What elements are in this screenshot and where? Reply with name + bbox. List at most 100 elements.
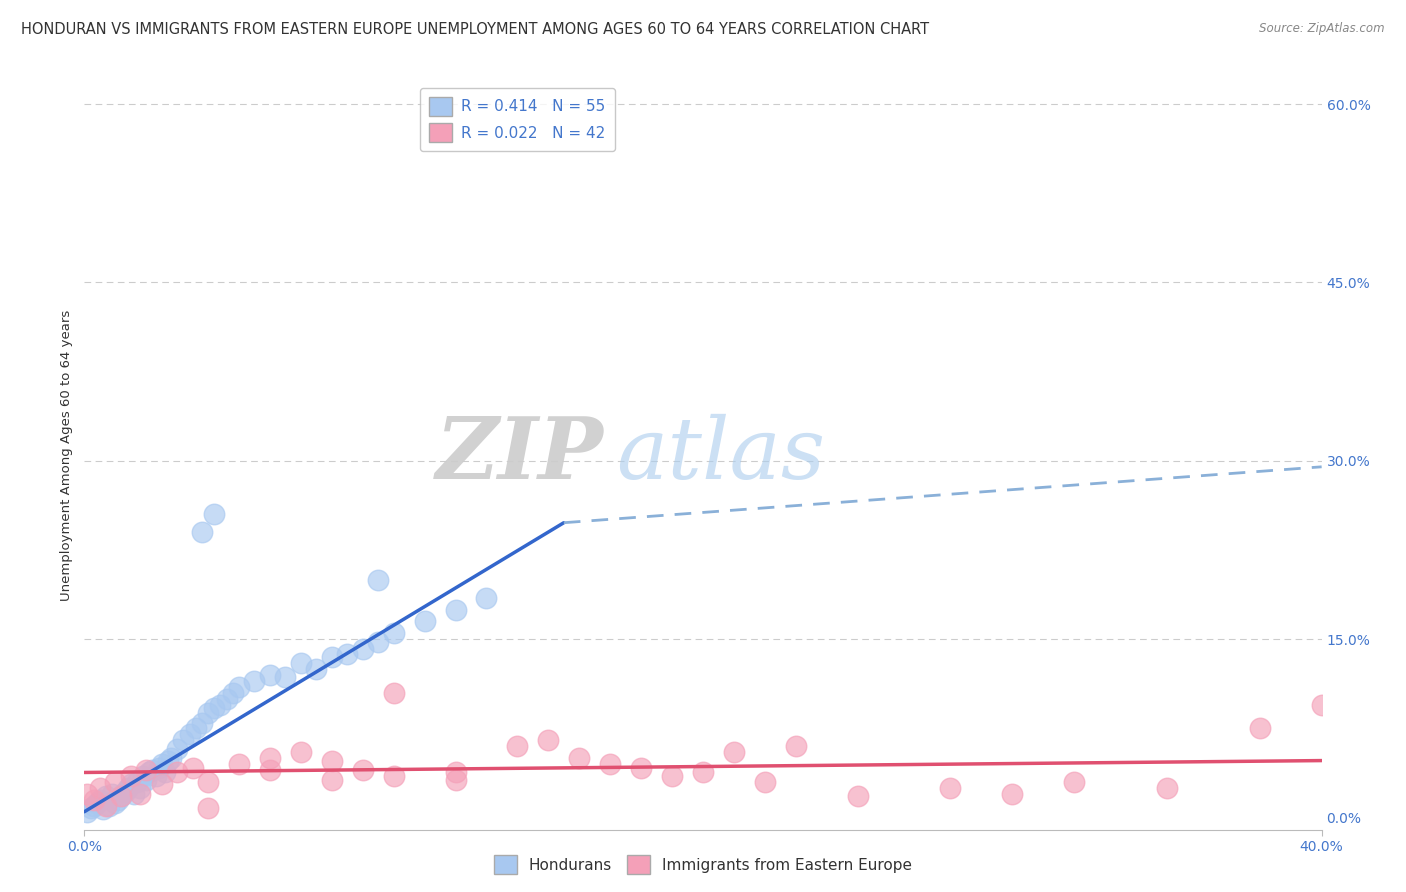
Point: [754, 775, 776, 789]
Point: [305, 662, 328, 676]
Point: [259, 751, 281, 765]
Point: [117, 780, 139, 795]
Point: [104, 775, 127, 789]
Point: [939, 780, 962, 795]
Point: [321, 754, 343, 768]
Point: [228, 757, 250, 772]
Point: [120, 769, 142, 783]
Point: [91, 802, 114, 816]
Point: [209, 698, 232, 712]
Point: [120, 777, 142, 791]
Point: [76, 805, 98, 819]
Point: [89, 780, 111, 795]
Point: [150, 757, 173, 772]
Point: [110, 789, 132, 804]
Point: [153, 765, 176, 780]
Point: [197, 775, 219, 789]
Point: [290, 656, 312, 670]
Text: atlas: atlas: [616, 414, 825, 496]
Point: [150, 777, 173, 791]
Point: [352, 763, 374, 777]
Point: [129, 780, 152, 795]
Point: [568, 751, 591, 765]
Point: [444, 602, 467, 616]
Point: [132, 769, 155, 783]
Text: HONDURAN VS IMMIGRANTS FROM EASTERN EUROPE UNEMPLOYMENT AMONG AGES 60 TO 64 YEAR: HONDURAN VS IMMIGRANTS FROM EASTERN EURO…: [21, 22, 929, 37]
Point: [166, 765, 188, 780]
Point: [129, 787, 152, 801]
Point: [290, 745, 312, 759]
Point: [259, 763, 281, 777]
Legend: R = 0.414   N = 55, R = 0.022   N = 42: R = 0.414 N = 55, R = 0.022 N = 42: [420, 88, 614, 151]
Point: [1001, 787, 1024, 801]
Point: [141, 763, 163, 777]
Point: [661, 769, 683, 783]
Point: [138, 765, 160, 780]
Text: Source: ZipAtlas.com: Source: ZipAtlas.com: [1260, 22, 1385, 36]
Text: ZIP: ZIP: [436, 413, 605, 497]
Point: [336, 647, 359, 661]
Point: [135, 772, 157, 787]
Point: [785, 739, 807, 754]
Point: [197, 801, 219, 815]
Point: [475, 591, 498, 605]
Point: [382, 626, 405, 640]
Point: [145, 769, 167, 783]
Point: [259, 668, 281, 682]
Point: [215, 691, 238, 706]
Point: [86, 797, 108, 811]
Point: [723, 745, 745, 759]
Point: [94, 789, 117, 804]
Point: [135, 763, 157, 777]
Point: [94, 798, 117, 813]
Point: [367, 634, 389, 648]
Point: [98, 798, 121, 813]
Point: [179, 727, 201, 741]
Point: [202, 701, 225, 715]
Point: [197, 706, 219, 720]
Point: [172, 733, 194, 747]
Point: [191, 715, 214, 730]
Point: [148, 761, 170, 775]
Point: [191, 525, 214, 540]
Point: [125, 775, 148, 789]
Point: [537, 733, 560, 747]
Point: [599, 757, 621, 772]
Point: [110, 789, 132, 804]
Point: [89, 793, 111, 807]
Point: [156, 754, 179, 768]
Y-axis label: Unemployment Among Ages 60 to 64 years: Unemployment Among Ages 60 to 64 years: [60, 310, 73, 600]
Point: [630, 761, 652, 775]
Point: [444, 765, 467, 780]
Point: [76, 787, 98, 801]
Legend: Hondurans, Immigrants from Eastern Europe: Hondurans, Immigrants from Eastern Europ…: [488, 849, 918, 880]
Point: [202, 508, 225, 522]
Point: [367, 573, 389, 587]
Point: [228, 680, 250, 694]
Point: [382, 686, 405, 700]
Point: [222, 686, 245, 700]
Point: [79, 801, 101, 815]
Point: [184, 722, 207, 736]
Point: [1249, 722, 1271, 736]
Point: [243, 673, 266, 688]
Point: [83, 793, 105, 807]
Point: [1063, 775, 1085, 789]
Point: [413, 615, 436, 629]
Point: [166, 741, 188, 756]
Point: [1310, 698, 1333, 712]
Point: [692, 765, 714, 780]
Point: [181, 761, 204, 775]
Point: [382, 769, 405, 783]
Point: [107, 793, 129, 807]
Point: [83, 798, 105, 813]
Point: [160, 751, 183, 765]
Point: [274, 670, 297, 684]
Point: [104, 797, 127, 811]
Point: [352, 641, 374, 656]
Point: [321, 772, 343, 787]
Point: [444, 772, 467, 787]
Point: [506, 739, 529, 754]
Point: [321, 650, 343, 665]
Point: [101, 787, 124, 801]
